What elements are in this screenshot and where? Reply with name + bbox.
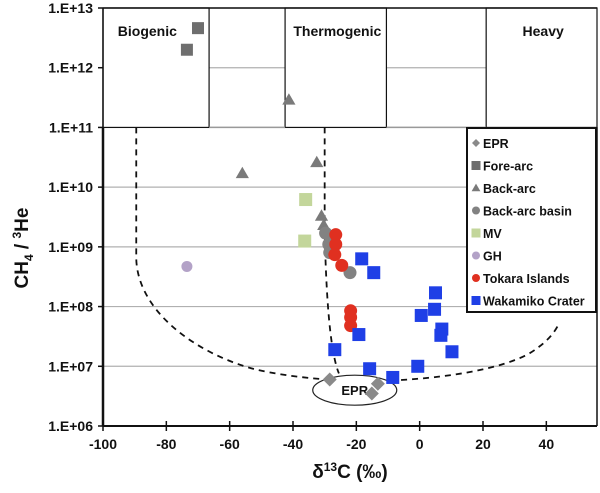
point-wakamiko-crater [386,370,400,384]
x-axis-label-rest: C (‰) [337,462,388,483]
y-tick-label: 1.E+06 [48,418,93,434]
x-axis-label: δ13C (‰) [312,460,388,483]
legend-marker-wakamiko-crater [471,296,481,305]
legend-label-wakamiko-crater: Wakamiko Crater [483,295,585,309]
point-wakamiko-crater [445,345,459,359]
point-gh [181,260,193,272]
epr-label: EPR [341,383,368,398]
point-mv [299,193,313,207]
legend-label-gh: GH [483,250,502,264]
point-epr [322,372,337,387]
y-tick-label: 1.E+07 [48,358,93,374]
y-tick-label: 1.E+08 [48,299,93,315]
legend-label-mv: MV [483,227,502,241]
x-tick-label: -80 [156,436,176,452]
point-fore-arc [180,43,193,56]
y-axis-label-main: CH [12,261,33,288]
point-wakamiko-crater [428,302,442,316]
y-axis-label: CH4 / 3He [10,208,36,289]
legend-label-tokara-islands: Tokara Islands [483,272,570,286]
region-label: Thermogenic [293,23,381,39]
x-tick-label: -20 [346,436,366,452]
region-label: Biogenic [118,23,177,39]
legend-label-back-arc: Back-arc [483,182,536,196]
point-tokara-islands [328,248,342,262]
y-axis-label-rest: He [12,208,33,232]
point-tokara-islands [329,237,343,251]
point-tokara-islands [329,228,343,242]
y-tick-label: 1.E+09 [48,239,93,255]
y-axis-label-sub: 4 [22,254,36,261]
point-wakamiko-crater [434,328,448,342]
point-back-arc [310,155,324,168]
y-axis-label-sup: 3 [10,232,24,239]
data-points [180,22,459,401]
point-wakamiko-crater [414,308,428,322]
y-tick-label: 1.E+12 [48,60,93,76]
point-back-arc-basin [319,226,333,240]
x-tick-label: -40 [283,436,303,452]
point-wakamiko-crater [429,286,442,300]
x-axis-label-sup: 13 [324,460,338,474]
point-back-arc [235,166,249,179]
legend-marker-mv [471,228,481,238]
point-back-arc [282,93,296,105]
x-tick-label: -60 [220,436,240,452]
legend-marker-fore-arc [471,161,481,170]
point-wakamiko-crater [363,362,377,376]
region-box [485,7,598,129]
point-epr [370,376,385,391]
x-axis-label-delta: δ [312,462,324,483]
point-mv [298,234,312,248]
y-tick-label: 1.E+10 [48,179,93,195]
region-boxes: Biogenic Thermogenic Heavy [102,7,598,129]
legend-marker-epr [472,139,480,147]
point-wakamiko-crater [352,328,366,342]
legend-marker-gh [472,251,480,260]
point-wakamiko-crater [411,359,425,373]
legend-label-fore-arc: Fore-arc [483,160,533,174]
x-tick-label: 20 [475,436,491,452]
region-label: Heavy [523,23,564,39]
legend-label-epr: EPR [483,137,509,151]
point-wakamiko-crater [367,266,381,280]
legend-label-back-arc-basin: Back-arc basin [483,205,572,219]
point-wakamiko-crater [328,343,342,357]
point-tokara-islands [335,258,349,272]
y-tick-label: 1.E+13 [48,0,93,16]
legend: EPR Fore-arc Back-arc Back-arc basin MV GH Tok… [466,127,597,313]
x-tick-label: -100 [89,436,117,452]
point-epr [364,386,379,401]
point-fore-arc [192,22,204,35]
legend-marker-back-arc [471,183,481,192]
legend-box [466,127,597,313]
point-wakamiko-crater [355,252,369,266]
x-tick-label: 40 [539,436,555,452]
axis-labels: δ13C (‰) CH4 / 3He [10,208,388,483]
x-tick-label: 0 [416,436,424,452]
legend-marker-back-arc-basin [472,206,480,215]
axes: -100 -80 -60 -40 -20 0 20 40 1.E+06 1.E+07 1.E+08 1… [48,0,598,452]
region-box [284,7,388,129]
legend-marker-tokara-islands [472,274,480,282]
point-back-arc [314,209,329,221]
y-axis-label-mid: / [12,239,33,255]
y-tick-label: 1.E+11 [49,119,93,135]
